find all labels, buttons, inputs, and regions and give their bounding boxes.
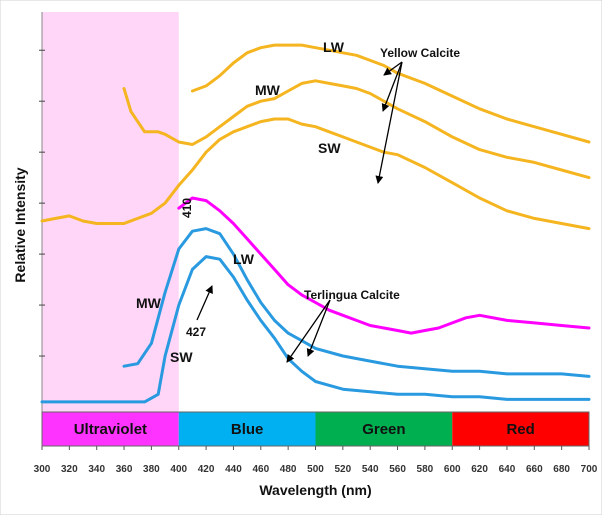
x-tick-label: 680 bbox=[553, 464, 570, 475]
annotation-arrow bbox=[306, 299, 331, 357]
annotation-lw: LW bbox=[323, 39, 345, 55]
annotation-mw: MW bbox=[255, 82, 281, 98]
band-ultraviolet bbox=[42, 412, 179, 446]
annotation-410: 410 bbox=[180, 198, 194, 218]
x-tick-label: 340 bbox=[88, 464, 105, 475]
x-tick-label: 460 bbox=[252, 464, 269, 475]
uv-region-shading bbox=[42, 12, 179, 412]
annotation-427: 427 bbox=[186, 325, 206, 339]
band-label-ultraviolet: Ultraviolet bbox=[74, 421, 147, 438]
series-yellow-calcite-mw bbox=[122, 79, 591, 180]
annotation-yellow-calcite: Yellow Calcite bbox=[380, 46, 460, 60]
band-blue bbox=[178, 412, 316, 446]
x-tick-label: 440 bbox=[225, 464, 242, 475]
x-tick-label: 420 bbox=[198, 464, 215, 475]
series-yellow-calcite-sw bbox=[40, 117, 591, 231]
annotation-sw: SW bbox=[318, 140, 341, 156]
x-axis-title: Wavelength (nm) bbox=[259, 482, 371, 498]
series-yellow-calcite-lw bbox=[190, 43, 591, 144]
x-tick-label: 480 bbox=[280, 464, 297, 475]
series-terlingua-calcite-mw bbox=[122, 227, 591, 378]
band-red bbox=[452, 412, 589, 446]
annotations: LW MW SW Yellow Calcite 410 LW MW Terlingua Cal… bbox=[136, 39, 460, 365]
annotation-arrow bbox=[375, 61, 403, 184]
series-terlingua-calcite-sw bbox=[40, 255, 591, 404]
x-tick-label: 320 bbox=[61, 464, 78, 475]
x-tick-label: 580 bbox=[417, 464, 434, 475]
x-tick-label: 500 bbox=[307, 464, 324, 475]
annotation-terlingua-calcite: Terlingua Calcite bbox=[304, 288, 400, 302]
band-green bbox=[315, 412, 453, 446]
x-tick-label: 700 bbox=[581, 464, 598, 475]
y-axis-title: Relative Intensity bbox=[12, 167, 28, 282]
annotation-arrow bbox=[286, 299, 331, 363]
x-tick-label: 400 bbox=[170, 464, 187, 475]
series-terlingua-calcite-lw bbox=[177, 196, 591, 335]
band-label-green: Green bbox=[362, 421, 405, 438]
y-axis-ticks bbox=[39, 49, 45, 357]
x-tick-label: 540 bbox=[362, 464, 379, 475]
series-lines bbox=[40, 43, 591, 404]
x-tick-label: 300 bbox=[34, 464, 51, 475]
x-tick-label: 380 bbox=[143, 464, 160, 475]
band-label-red: Red bbox=[506, 421, 534, 438]
annotation-sw: SW bbox=[170, 349, 193, 365]
annotation-arrow bbox=[196, 285, 213, 321]
x-tick-label: 660 bbox=[526, 464, 543, 475]
band-label-blue: Blue bbox=[231, 421, 264, 438]
x-axis-ticks: 300 320 340 360 380 400 420 440 460 480 500 520 540 5… bbox=[34, 446, 598, 475]
annotation-lw: LW bbox=[233, 251, 255, 267]
x-tick-label: 360 bbox=[116, 464, 133, 475]
annotation-arrows bbox=[196, 61, 403, 363]
x-tick-label: 560 bbox=[389, 464, 406, 475]
annotation-arrow bbox=[381, 61, 403, 112]
x-tick-label: 640 bbox=[499, 464, 516, 475]
spectrum-bands: Ultraviolet Blue Green Red bbox=[41, 411, 590, 447]
annotation-mw: MW bbox=[136, 295, 162, 311]
annotation-arrow bbox=[383, 61, 403, 76]
x-tick-label: 600 bbox=[444, 464, 461, 475]
x-tick-label: 620 bbox=[471, 464, 488, 475]
x-tick-label: 520 bbox=[335, 464, 352, 475]
